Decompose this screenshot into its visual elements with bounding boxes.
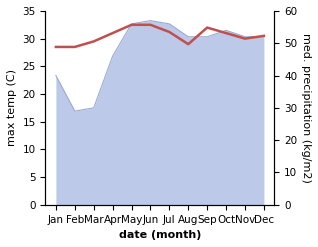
Y-axis label: med. precipitation (kg/m2): med. precipitation (kg/m2) (301, 33, 311, 183)
X-axis label: date (month): date (month) (119, 230, 201, 240)
Y-axis label: max temp (C): max temp (C) (7, 69, 17, 146)
